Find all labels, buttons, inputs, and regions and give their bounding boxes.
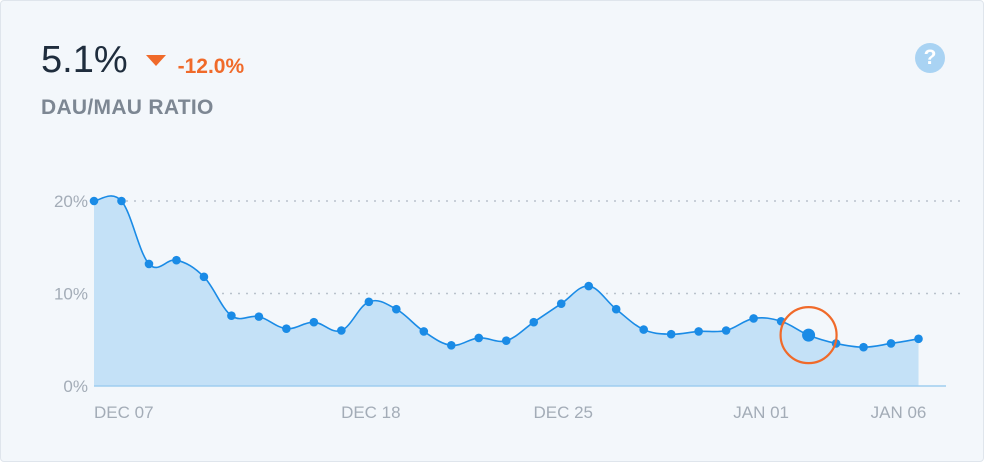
question-circle-icon[interactable]: ? [915, 43, 945, 73]
data-point [802, 328, 816, 342]
data-point [914, 334, 923, 344]
data-point [474, 333, 484, 343]
area-fill [94, 195, 919, 386]
data-point [529, 317, 539, 327]
data-point [89, 196, 99, 206]
data-point [556, 299, 566, 308]
kpi-row: 5.1% -12.0% [41, 39, 244, 82]
data-point [639, 325, 648, 334]
x-tick-label: JAN 01 [733, 403, 789, 422]
x-tick-label: DEC 07 [94, 403, 154, 422]
data-point [364, 297, 374, 307]
x-tick-label: DEC 25 [533, 403, 593, 422]
data-point [309, 317, 319, 327]
data-point [337, 326, 346, 335]
x-tick-label: JAN 06 [871, 403, 927, 422]
data-point [227, 311, 236, 321]
data-point [584, 281, 594, 291]
data-point [859, 342, 868, 352]
y-tick-label: 0% [63, 377, 88, 396]
data-point [721, 326, 731, 335]
data-point [199, 272, 209, 282]
highlight-ring [779, 306, 838, 365]
data-point [666, 329, 676, 339]
data-point [282, 324, 291, 333]
data-point [117, 196, 126, 206]
data-point [172, 255, 181, 265]
data-point [144, 259, 154, 269]
data-point [392, 304, 401, 314]
data-point [501, 336, 511, 345]
data-point [886, 339, 896, 348]
kpi-value: 5.1% [41, 39, 128, 81]
x-tick-label: DEC 18 [341, 403, 401, 422]
data-point [254, 312, 264, 321]
data-point [419, 327, 429, 336]
y-tick-label: 20% [54, 192, 88, 211]
data-point [694, 327, 703, 336]
delta-badge: -12.0% [145, 54, 245, 79]
triangle-down-icon [145, 55, 166, 66]
data-point [446, 341, 456, 350]
y-tick-label: 10% [54, 285, 88, 304]
data-point [749, 314, 758, 323]
data-point [611, 304, 621, 314]
delta-value: -12.0% [177, 54, 245, 78]
metric-subtitle: DAU/MAU RATIO [41, 96, 214, 119]
